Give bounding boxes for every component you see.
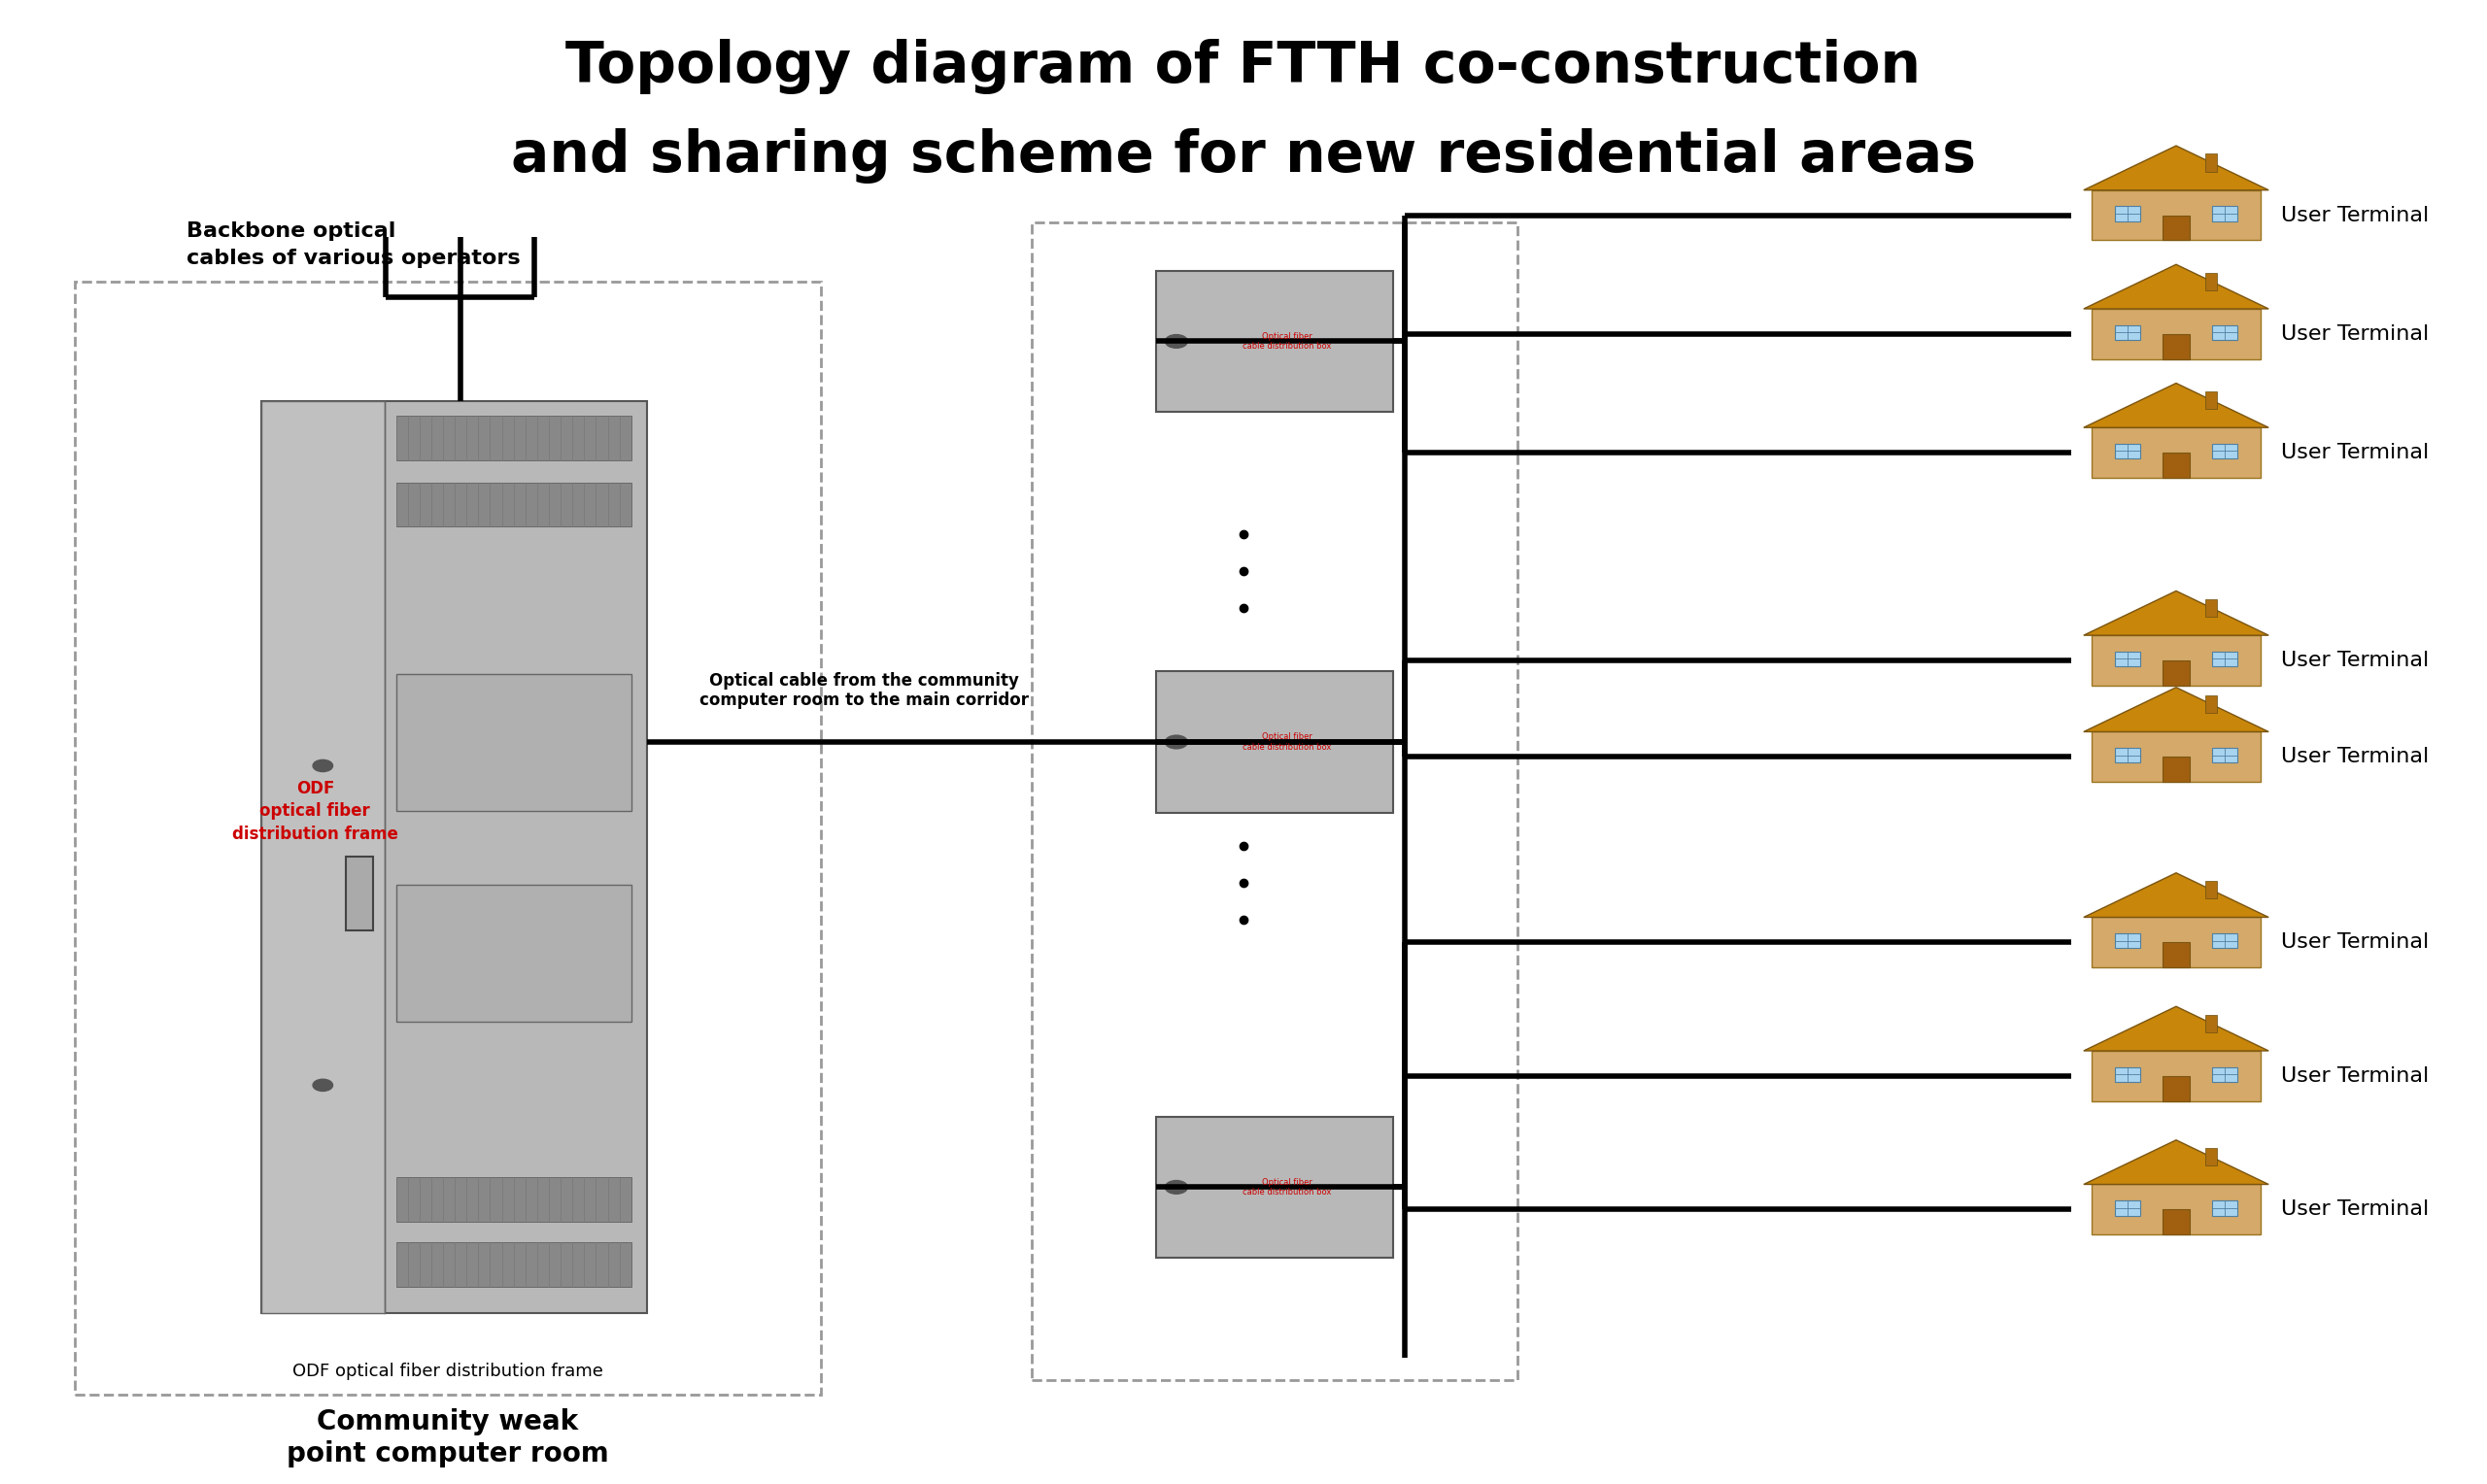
- Bar: [2206, 392, 2216, 410]
- Polygon shape: [2084, 383, 2268, 427]
- Polygon shape: [2084, 687, 2268, 732]
- Text: and sharing scheme for new residential areas: and sharing scheme for new residential a…: [510, 128, 1977, 184]
- Bar: [395, 1177, 632, 1221]
- Polygon shape: [2084, 264, 2268, 309]
- Text: User Terminal: User Terminal: [2281, 1199, 2430, 1220]
- Bar: [395, 416, 632, 460]
- Bar: [2213, 651, 2238, 666]
- Bar: [395, 482, 632, 527]
- Bar: [2114, 325, 2139, 340]
- Text: ODF
optical fiber
distribution frame: ODF optical fiber distribution frame: [231, 779, 398, 843]
- Bar: [2114, 748, 2139, 763]
- Text: Backbone optical
cables of various operators: Backbone optical cables of various opera…: [187, 221, 520, 269]
- Polygon shape: [2084, 873, 2268, 917]
- Bar: [2164, 660, 2189, 686]
- Circle shape: [1166, 1181, 1189, 1193]
- Bar: [2213, 444, 2238, 459]
- Bar: [1156, 270, 1393, 411]
- Bar: [1032, 223, 1517, 1380]
- Bar: [2164, 1209, 2189, 1235]
- Text: User Terminal: User Terminal: [2281, 932, 2430, 953]
- Bar: [395, 1242, 632, 1287]
- Bar: [2092, 917, 2261, 968]
- Text: Optical fiber
cable distribution box: Optical fiber cable distribution box: [1244, 332, 1331, 350]
- Bar: [2114, 933, 2139, 948]
- Bar: [2206, 600, 2216, 617]
- Bar: [2213, 1067, 2238, 1082]
- Text: Community weak
point computer room: Community weak point computer room: [286, 1408, 609, 1468]
- Bar: [2114, 1201, 2139, 1215]
- Bar: [2164, 1076, 2189, 1101]
- Bar: [261, 401, 385, 1313]
- Bar: [1156, 1116, 1393, 1257]
- Bar: [395, 884, 632, 1021]
- Bar: [2213, 933, 2238, 948]
- Bar: [395, 674, 632, 812]
- Polygon shape: [2084, 145, 2268, 190]
- Bar: [2114, 1067, 2139, 1082]
- Bar: [2114, 444, 2139, 459]
- Bar: [2164, 215, 2189, 240]
- Bar: [2213, 325, 2238, 340]
- Text: User Terminal: User Terminal: [2281, 324, 2430, 344]
- Bar: [2213, 1201, 2238, 1215]
- Bar: [2206, 696, 2216, 714]
- Bar: [2213, 748, 2238, 763]
- Polygon shape: [2084, 591, 2268, 635]
- Bar: [2164, 453, 2189, 478]
- Text: User Terminal: User Terminal: [2281, 650, 2430, 671]
- Bar: [2164, 757, 2189, 782]
- Bar: [2114, 206, 2139, 221]
- Bar: [2164, 942, 2189, 968]
- Circle shape: [313, 1079, 333, 1091]
- Bar: [2092, 309, 2261, 359]
- Bar: [2213, 206, 2238, 221]
- Polygon shape: [2084, 1140, 2268, 1184]
- Circle shape: [313, 760, 333, 772]
- Bar: [2206, 273, 2216, 291]
- Bar: [2092, 1184, 2261, 1235]
- Bar: [2092, 732, 2261, 782]
- Text: Optical cable from the community
computer room to the main corridor: Optical cable from the community compute…: [699, 672, 1030, 709]
- Bar: [2092, 1051, 2261, 1101]
- Bar: [2206, 881, 2216, 899]
- Bar: [346, 858, 373, 930]
- Bar: [261, 401, 647, 1313]
- Text: Optical fiber
cable distribution box: Optical fiber cable distribution box: [1244, 733, 1331, 751]
- Bar: [2092, 190, 2261, 240]
- Text: User Terminal: User Terminal: [2281, 746, 2430, 767]
- Bar: [2164, 334, 2189, 359]
- Bar: [2206, 154, 2216, 172]
- Text: User Terminal: User Terminal: [2281, 1066, 2430, 1086]
- Bar: [2206, 1015, 2216, 1033]
- Bar: [2092, 635, 2261, 686]
- Bar: [2206, 1149, 2216, 1166]
- Circle shape: [1166, 735, 1189, 748]
- Circle shape: [1166, 335, 1189, 347]
- Text: User Terminal: User Terminal: [2281, 205, 2430, 226]
- Text: ODF optical fiber distribution frame: ODF optical fiber distribution frame: [293, 1362, 602, 1380]
- Text: Topology diagram of FTTH co-construction: Topology diagram of FTTH co-construction: [567, 39, 1920, 95]
- Bar: [2092, 427, 2261, 478]
- Text: Optical fiber
cable distribution box: Optical fiber cable distribution box: [1244, 1178, 1331, 1196]
- Bar: [75, 282, 821, 1395]
- Bar: [2114, 651, 2139, 666]
- Polygon shape: [2084, 1006, 2268, 1051]
- Bar: [1156, 671, 1393, 812]
- Text: User Terminal: User Terminal: [2281, 442, 2430, 463]
